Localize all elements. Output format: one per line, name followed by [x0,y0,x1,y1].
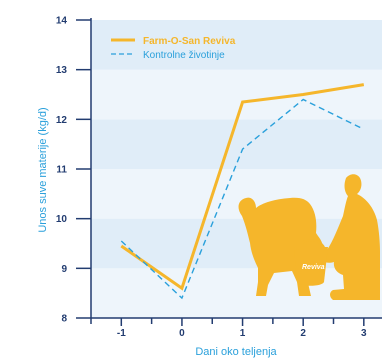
x-axis-title: Dani oko teljenja [195,346,277,358]
bucket-handle [296,239,326,251]
x-tick-label: 1 [240,328,246,339]
background-band [91,69,382,120]
x-tick-label: 0 [179,328,185,339]
legend-label-reviva: Farm-O-San Reviva [143,36,236,47]
y-tick-label: 8 [61,314,67,325]
bucket-icon [294,247,328,286]
background-band [91,119,382,169]
x-tick-label: 2 [300,328,306,339]
series-line-kontrola [120,98,365,300]
y-tick-label: 10 [56,214,68,225]
bucket-brand-label: Reviva [302,264,325,271]
legend: Farm-O-San Reviva Kontrolne životinje [111,36,236,61]
background-band [91,20,382,70]
cow-farmer-illustration: Reviva [238,174,380,300]
y-tick-label: 12 [56,115,68,126]
y-tick-label: 13 [56,65,68,76]
background-bands [91,20,382,318]
y-tick-label: 9 [61,264,67,275]
background-band [91,169,382,219]
farmer-silhouette [318,174,380,300]
y-axis-title: Unos suve materije (kg/d) [37,107,49,232]
x-tick-label: 3 [361,328,367,339]
legend-label-kontrola: Kontrolne životinje [143,50,225,61]
series-layer [120,83,365,300]
x-tick-label: -1 [117,328,126,339]
series-line-reviva [120,83,365,291]
y-tick-label: 14 [56,16,68,27]
y-tick-label: 11 [56,165,67,176]
